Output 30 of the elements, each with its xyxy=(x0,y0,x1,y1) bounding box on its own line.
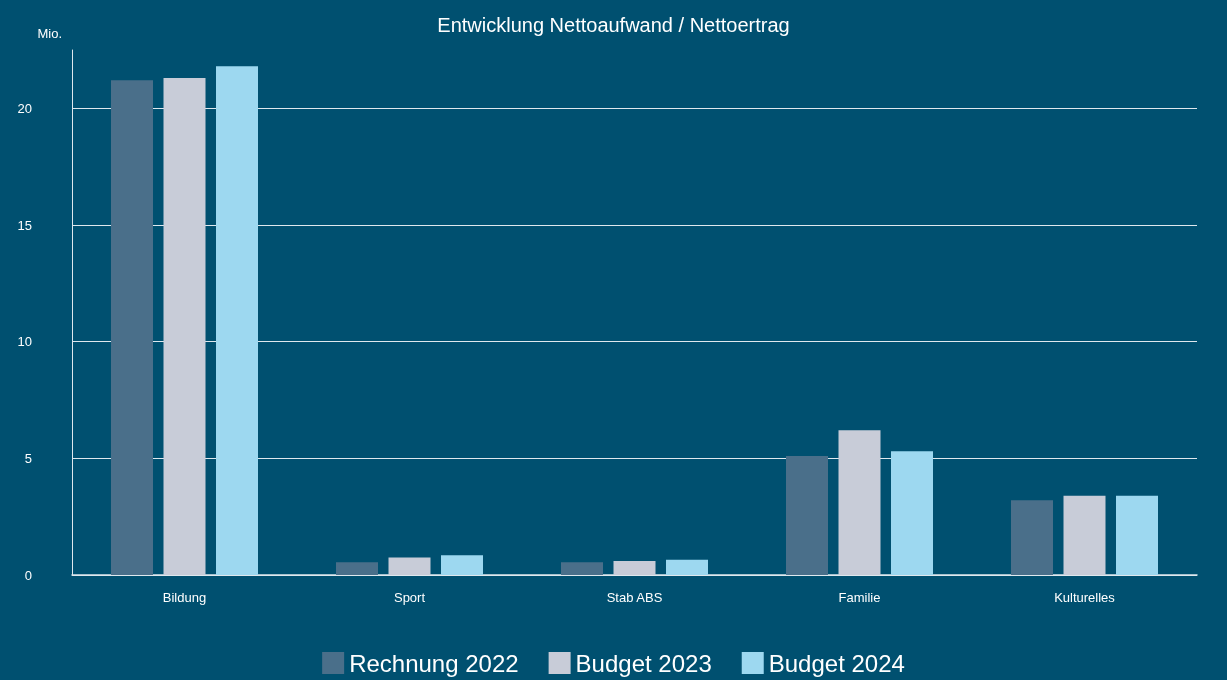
legend-label: Rechnung 2022 xyxy=(349,649,519,677)
x-tick-label: Stab ABS xyxy=(606,590,663,605)
y-tick-label: 0 xyxy=(24,567,32,583)
x-tick-label: Sport xyxy=(393,590,426,605)
bar xyxy=(1116,495,1158,575)
x-tick-label: Familie xyxy=(838,590,881,605)
y-tick-label: 15 xyxy=(17,217,32,233)
x-tick-label: Bildung xyxy=(162,590,207,605)
y-tick-label: 5 xyxy=(24,450,32,466)
legend-label: Budget 2023 xyxy=(575,649,712,677)
bar xyxy=(216,66,258,575)
bar xyxy=(891,451,933,575)
chart-title: Entwicklung Nettoaufwand / Nettoertrag xyxy=(437,14,790,36)
bar xyxy=(111,80,153,575)
legend-label: Budget 2024 xyxy=(768,649,905,677)
bar xyxy=(163,78,206,575)
bar xyxy=(1063,495,1106,575)
bar xyxy=(336,562,378,575)
bar xyxy=(561,562,603,575)
bar xyxy=(613,561,656,575)
bar xyxy=(388,557,431,575)
y-axis-title: Mio. xyxy=(37,26,62,41)
bar xyxy=(441,555,483,575)
y-tick-label: 20 xyxy=(17,100,32,116)
bar xyxy=(838,430,881,575)
bar xyxy=(666,559,708,575)
bar xyxy=(1011,500,1053,575)
x-tick-label: Kulturelles xyxy=(1054,590,1116,605)
bar xyxy=(786,456,828,575)
y-tick-label: 10 xyxy=(17,334,32,350)
